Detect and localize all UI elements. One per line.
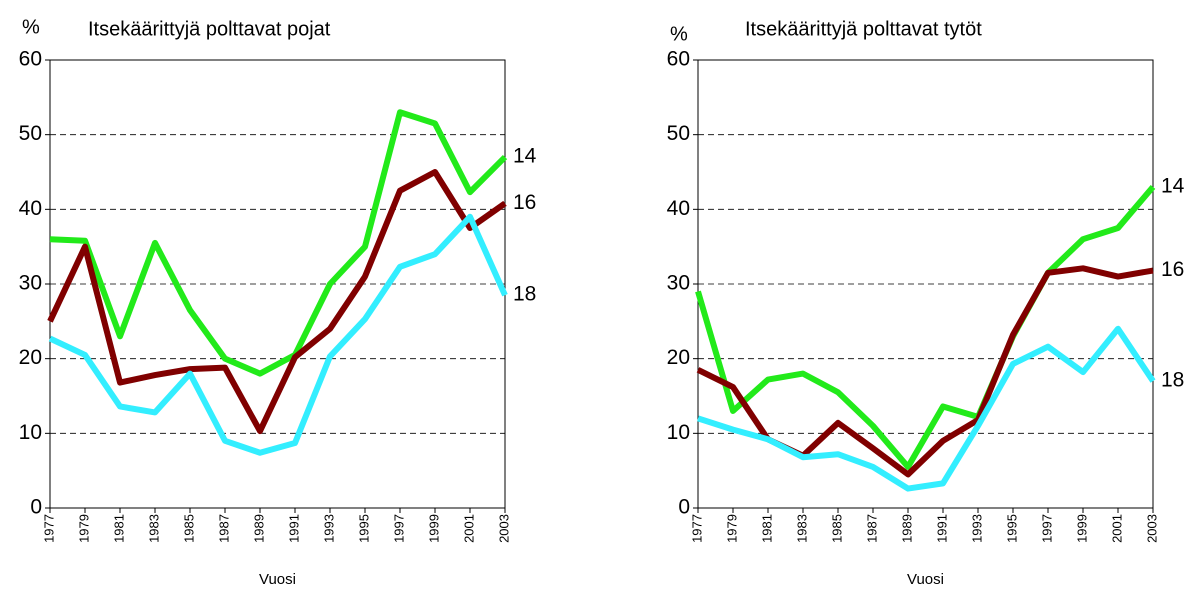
x-tick-label: 2003 <box>1144 514 1159 543</box>
x-tick-label: 1995 <box>356 514 371 543</box>
series-label: 16 <box>513 191 536 214</box>
y-tick-label: 10 <box>19 421 42 444</box>
series-line <box>48 213 508 456</box>
y-tick-label: 40 <box>667 197 690 220</box>
series-label: 18 <box>1161 369 1184 392</box>
y-tick-label: 40 <box>19 197 42 220</box>
x-tick-label: 2001 <box>461 514 476 543</box>
x-tick-label: 1979 <box>724 514 739 543</box>
x-tick-label: 1993 <box>969 514 984 543</box>
x-tick-label: 1993 <box>321 514 336 543</box>
x-tick-label: 1989 <box>899 514 914 543</box>
plot-frame <box>697 59 1154 509</box>
y-tick-label: 60 <box>19 48 42 71</box>
y-tick-label: 50 <box>667 122 690 145</box>
x-tick-label: 1997 <box>1039 514 1054 543</box>
series-label: 18 <box>513 283 536 306</box>
series-line <box>695 184 1156 470</box>
y-tick-label: 0 <box>678 496 690 519</box>
chart-title: Itsekäärittyjä polttavat pojat <box>88 18 331 40</box>
y-tick-label: 30 <box>19 272 42 295</box>
x-tick-label: 1985 <box>829 514 844 543</box>
x-axis-label: Vuosi <box>259 571 296 588</box>
x-tick-label: 1997 <box>391 514 406 543</box>
series-label: 16 <box>1161 258 1184 281</box>
x-tick-label: 2003 <box>496 514 511 543</box>
series-label: 14 <box>1161 174 1185 197</box>
x-tick-label: 1983 <box>146 514 161 543</box>
chart-title: Itsekäärittyjä polttavat tytöt <box>745 18 982 40</box>
x-axis-label: Vuosi <box>907 571 944 588</box>
x-tick-label: 1983 <box>794 514 809 543</box>
x-tick-label: 1981 <box>111 514 126 543</box>
y-tick-label: 50 <box>19 122 42 145</box>
series-line <box>47 169 507 435</box>
x-tick-label: 1977 <box>689 514 704 543</box>
x-tick-label: 1979 <box>76 514 91 543</box>
x-tick-label: 1985 <box>181 514 196 543</box>
plot-frame <box>49 59 506 509</box>
y-tick-label: 20 <box>667 346 690 369</box>
x-tick-label: 1981 <box>759 514 774 543</box>
x-tick-label: 1999 <box>426 514 441 543</box>
y-tick-label: 20 <box>19 346 42 369</box>
y-axis-label: % <box>670 23 688 45</box>
y-tick-label: 0 <box>30 496 42 519</box>
x-tick-label: 1977 <box>41 514 56 543</box>
x-tick-label: 1991 <box>934 514 949 543</box>
x-tick-label: 1995 <box>1004 514 1019 543</box>
series-label: 14 <box>513 145 537 168</box>
x-tick-label: 1991 <box>286 514 301 543</box>
y-axis-label: % <box>22 16 40 38</box>
x-tick-label: 2001 <box>1109 514 1124 543</box>
series-line <box>697 325 1156 492</box>
y-tick-label: 60 <box>667 48 690 71</box>
x-tick-label: 1989 <box>251 514 266 543</box>
x-tick-label: 1999 <box>1074 514 1089 543</box>
y-tick-label: 30 <box>667 272 690 295</box>
y-tick-label: 10 <box>667 421 690 444</box>
x-tick-label: 1987 <box>216 514 231 543</box>
series-line <box>49 109 508 377</box>
x-tick-label: 1987 <box>864 514 879 543</box>
